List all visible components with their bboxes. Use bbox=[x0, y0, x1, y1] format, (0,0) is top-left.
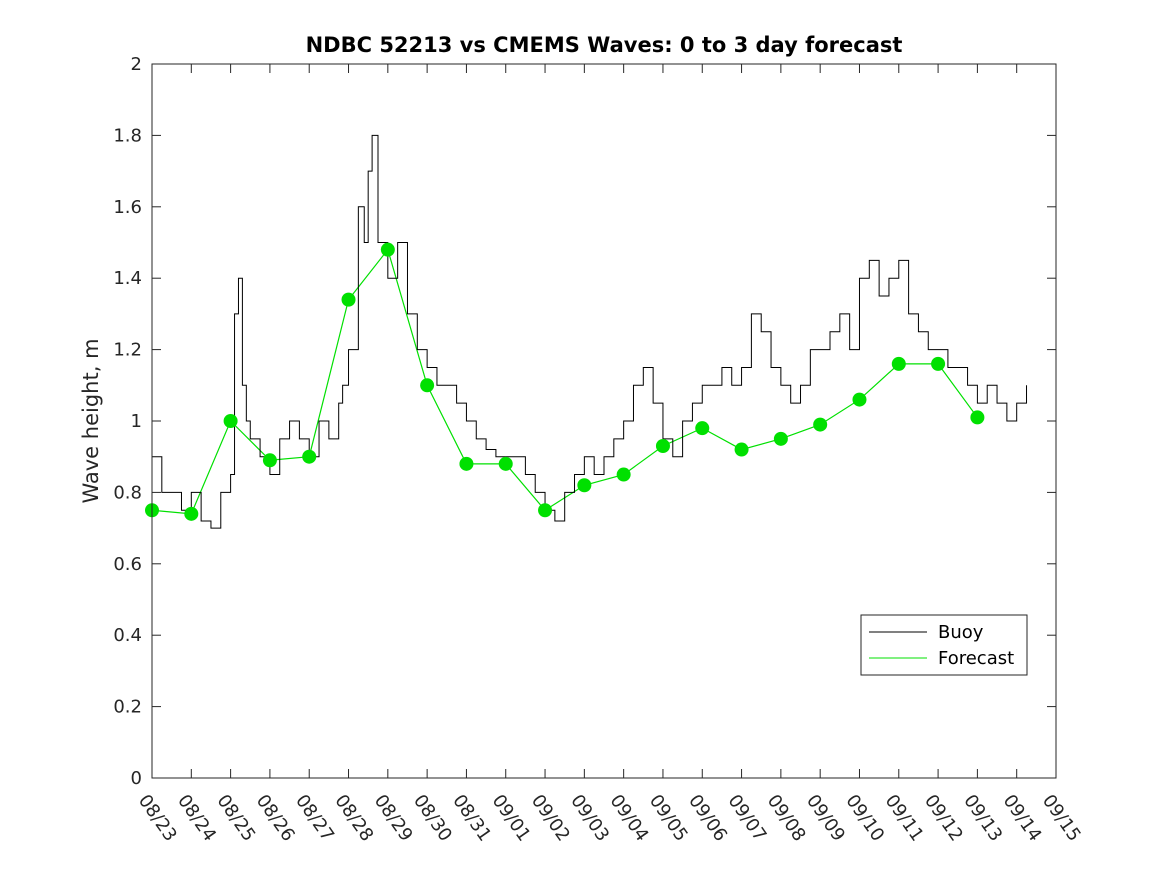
buoy-line bbox=[152, 134, 1028, 529]
x-tick-label: 09/08 bbox=[763, 791, 810, 846]
forecast-point bbox=[695, 421, 710, 436]
x-tick-label: 09/10 bbox=[841, 791, 888, 846]
forecast-point bbox=[891, 356, 906, 371]
legend-forecast-label: Forecast bbox=[938, 648, 1014, 669]
y-tick-label: 0.8 bbox=[113, 482, 142, 503]
y-tick-label: 0.4 bbox=[113, 625, 142, 646]
forecast-point bbox=[302, 449, 317, 464]
x-tick-label: 08/25 bbox=[213, 791, 260, 846]
forecast-point bbox=[655, 438, 670, 453]
forecast-point bbox=[616, 467, 631, 482]
forecast-point bbox=[459, 456, 474, 471]
x-tick-label: 08/29 bbox=[370, 791, 417, 846]
buoy-series bbox=[152, 134, 1028, 529]
x-tick-label: 09/06 bbox=[684, 791, 731, 846]
forecast-point bbox=[813, 417, 828, 432]
forecast-point bbox=[380, 242, 395, 257]
x-tick-label: 09/04 bbox=[606, 791, 653, 846]
legend-buoy-label: Buoy bbox=[938, 622, 984, 643]
y-tick-label: 2 bbox=[131, 54, 142, 75]
y-tick-label: 1 bbox=[131, 411, 142, 432]
y-tick-label: 1.8 bbox=[113, 125, 142, 146]
forecast-point bbox=[931, 356, 946, 371]
x-tick-label: 08/27 bbox=[291, 791, 338, 846]
y-tick-label: 1.4 bbox=[113, 268, 142, 289]
forecast-point bbox=[852, 392, 867, 407]
forecast-point bbox=[538, 503, 553, 518]
x-tick-label: 09/13 bbox=[959, 791, 1006, 846]
x-tick-label: 08/30 bbox=[409, 791, 456, 846]
forecast-point bbox=[577, 478, 592, 493]
x-tick-label: 09/15 bbox=[1038, 791, 1085, 846]
x-tick-label: 09/11 bbox=[881, 791, 928, 846]
y-tick-label: 1.6 bbox=[113, 197, 142, 218]
forecast-point bbox=[420, 378, 435, 393]
forecast-point bbox=[341, 292, 356, 307]
x-tick-label: 08/31 bbox=[448, 791, 495, 846]
y-axis: 0 0.2 0.4 0.6 0.8 1 1.2 1.4 1.6 1.8 2 bbox=[113, 54, 1056, 789]
x-tick-label: 08/24 bbox=[173, 791, 220, 846]
x-tick-label: 09/12 bbox=[920, 791, 967, 846]
x-tick-label: 09/01 bbox=[488, 791, 535, 846]
y-axis-label: Wave height, m bbox=[79, 338, 103, 503]
legend: Buoy Forecast bbox=[860, 614, 1028, 676]
forecast-point bbox=[262, 453, 277, 468]
x-tick-label: 08/28 bbox=[330, 791, 377, 846]
x-tick-label: 08/23 bbox=[134, 791, 181, 846]
x-tick-label: 09/09 bbox=[802, 791, 849, 846]
forecast-point bbox=[184, 506, 199, 521]
y-tick-label: 0 bbox=[131, 768, 142, 789]
x-tick-label: 09/07 bbox=[723, 791, 770, 846]
chart-title: NDBC 52213 vs CMEMS Waves: 0 to 3 day fo… bbox=[306, 33, 903, 57]
x-tick-label: 09/02 bbox=[527, 791, 574, 846]
forecast-point bbox=[498, 456, 513, 471]
x-tick-label: 09/14 bbox=[999, 791, 1046, 846]
forecast-point bbox=[970, 410, 985, 425]
forecast-point bbox=[223, 414, 238, 428]
forecast-point bbox=[773, 431, 788, 446]
y-tick-label: 0.6 bbox=[113, 554, 142, 575]
x-tick-label: 09/03 bbox=[566, 791, 613, 846]
y-tick-label: 0.2 bbox=[113, 697, 142, 718]
legend-box bbox=[860, 614, 1028, 676]
x-tick-label: 08/26 bbox=[252, 791, 299, 846]
x-tick-label: 09/05 bbox=[645, 791, 692, 846]
forecast-point bbox=[734, 442, 749, 457]
y-tick-label: 1.2 bbox=[113, 340, 142, 361]
